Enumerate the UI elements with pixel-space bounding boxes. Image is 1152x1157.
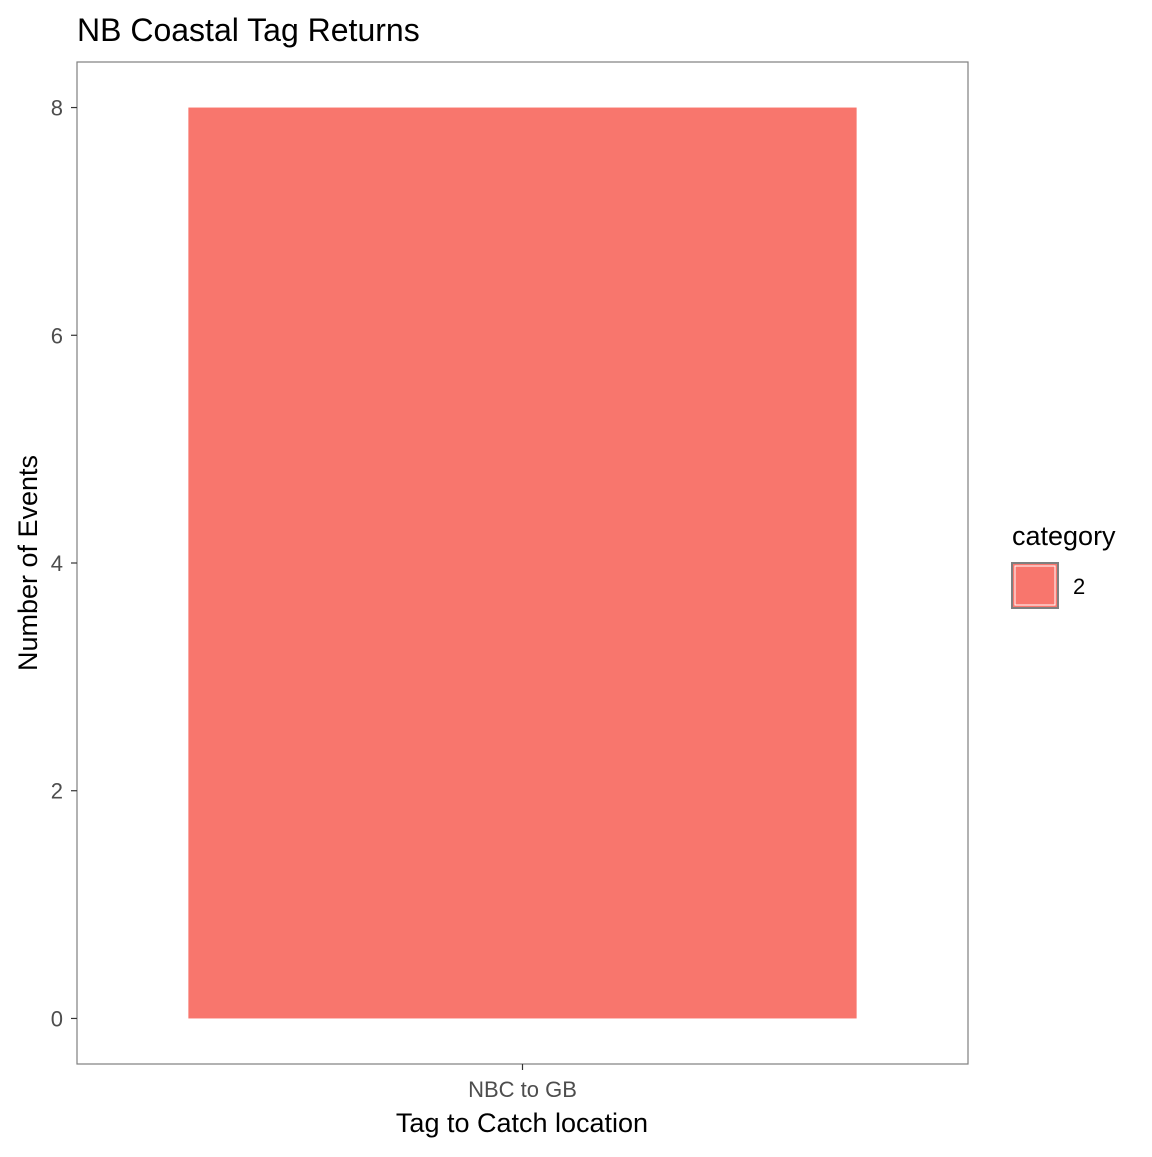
y-axis-label: Number of Events xyxy=(13,455,43,671)
plot-area xyxy=(188,107,857,1019)
chart-title: NB Coastal Tag Returns xyxy=(77,12,420,48)
y-axis: 0 2 4 6 8 xyxy=(51,96,77,1031)
x-axis-label: Tag to Catch location xyxy=(396,1108,648,1138)
y-tick-label: 0 xyxy=(51,1006,63,1031)
bar-nbc-to-gb xyxy=(188,107,857,1019)
y-tick-label: 6 xyxy=(51,323,63,348)
legend: category 2 xyxy=(1011,521,1116,609)
legend-key-fill xyxy=(1014,565,1056,606)
x-tick-label: NBC to GB xyxy=(468,1077,577,1102)
x-axis: NBC to GB xyxy=(468,1064,577,1102)
legend-title: category xyxy=(1012,521,1116,551)
y-tick-label: 2 xyxy=(51,779,63,804)
legend-entries: 2 xyxy=(1011,562,1085,609)
y-tick-label: 4 xyxy=(51,551,63,576)
legend-entry-label: 2 xyxy=(1073,574,1085,599)
y-tick-label: 8 xyxy=(51,96,63,121)
